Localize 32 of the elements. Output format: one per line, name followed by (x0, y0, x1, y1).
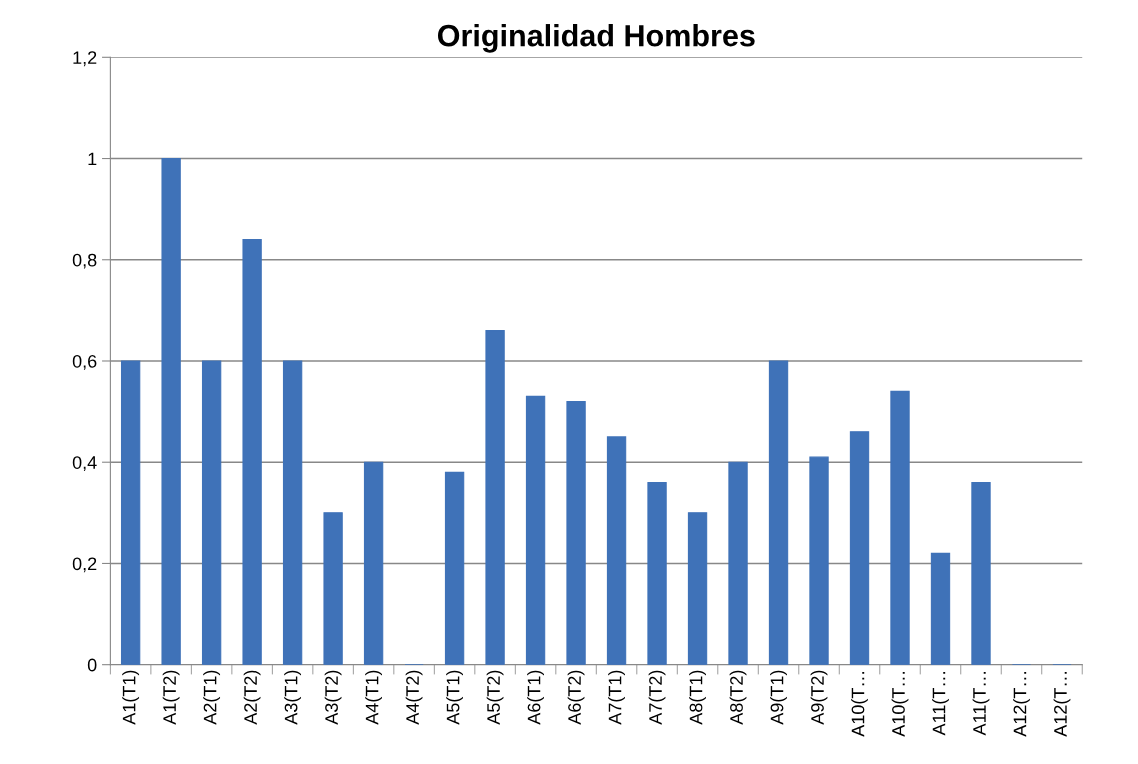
y-tick-label: 0,2 (72, 557, 97, 573)
x-tick-label: A11(T… (932, 671, 949, 736)
chart-title: Originalidad Hombres (437, 24, 755, 53)
x-tick-label: A9(T1) (770, 670, 787, 725)
x-tick-label: A9(T2) (810, 670, 828, 725)
x-tick-label: A3(T1) (284, 670, 302, 725)
x-tick-label: A8(T2) (729, 670, 747, 725)
x-tick-label: A12(T… (1053, 671, 1071, 737)
x-tick-label: A5(T2) (486, 670, 504, 725)
y-tick-label: 0,6 (72, 354, 97, 370)
y-tick-label: 0 (87, 658, 97, 672)
x-tick-label: A10(T… (891, 671, 909, 737)
x-tick-label: A5(T1) (446, 670, 463, 725)
x-tick-label: A10(T… (851, 671, 868, 737)
y-tick-label: 0,8 (72, 253, 97, 269)
x-tick-label: A1(T2) (162, 670, 180, 725)
y-tick-label: 1 (88, 152, 97, 166)
x-tick-label: A11(T… (972, 671, 990, 736)
x-tick-label: A2(T1) (203, 670, 221, 725)
x-tick-label: A1(T1) (122, 670, 140, 725)
x-tick-label: A7(T2) (648, 670, 666, 725)
x-tick-label: A3(T2) (324, 670, 342, 725)
y-tick-label: 0,4 (72, 456, 97, 472)
x-tick-label: A8(T1) (689, 670, 706, 725)
x-tick-label: A6(T2) (567, 670, 585, 725)
x-tick-label: A4(T2) (405, 670, 423, 725)
x-tick-label: A6(T1) (527, 670, 544, 725)
x-tick-label: A4(T1) (365, 670, 382, 725)
x-tick-label: A7(T1) (608, 670, 625, 725)
x-tick-label: A2(T2) (243, 670, 261, 725)
x-tick-label: A12(T… (1013, 671, 1030, 737)
y-tick-label: 1,2 (73, 51, 97, 67)
